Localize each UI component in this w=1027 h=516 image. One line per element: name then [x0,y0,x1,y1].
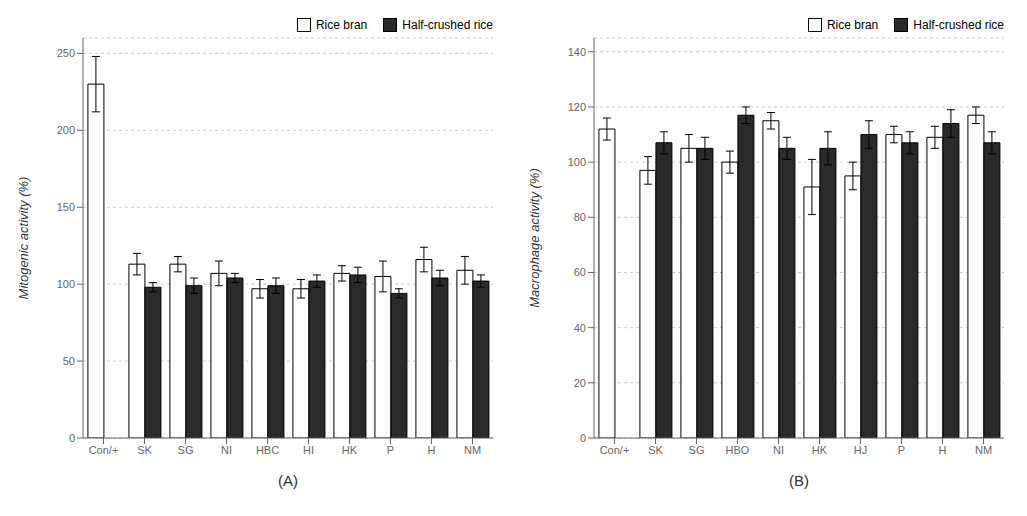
svg-text:Con/+: Con/+ [89,444,119,456]
svg-text:HI: HI [303,444,314,456]
svg-text:50: 50 [63,355,75,367]
svg-text:NI: NI [221,444,232,456]
html-text:Rice bran: Rice bran [315,18,368,32]
html-text:Rice bran: Rice bran [826,18,879,32]
svg-text:0: 0 [69,432,75,444]
svg-text:140: 140 [568,46,586,58]
svg-text:250: 250 [57,47,75,59]
svg-text:Mitogenic activity (%): Mitogenic activity (%) [16,177,31,300]
svg-text:Con/+: Con/+ [600,444,630,456]
svg-text:200: 200 [57,124,75,136]
svg-text:SK: SK [137,444,152,456]
svg-text:(A): (A) [278,472,298,489]
svg-text:SG: SG [178,444,194,456]
html-text:Half-crushed rice: Half-crushed rice [913,18,1004,32]
svg-text:H: H [428,444,436,456]
svg-text:HK: HK [342,444,358,456]
svg-text:100: 100 [568,156,586,168]
svg-text:Macrophage activity (%): Macrophage activity (%) [527,168,542,307]
svg-text:NI: NI [773,444,784,456]
svg-text:SK: SK [648,444,663,456]
svg-text:40: 40 [574,322,586,334]
svg-text:120: 120 [568,101,586,113]
svg-text:0: 0 [580,432,586,444]
svg-text:150: 150 [57,201,75,213]
svg-text:P: P [898,444,905,456]
svg-text:SG: SG [689,444,705,456]
svg-text:HJ: HJ [854,444,867,456]
svg-text:(B): (B) [789,472,809,489]
svg-text:80: 80 [574,211,586,223]
svg-text:60: 60 [574,266,586,278]
svg-text:P: P [387,444,394,456]
svg-text:HBC: HBC [256,444,279,456]
svg-text:20: 20 [574,377,586,389]
html-text:Half-crushed rice: Half-crushed rice [402,18,493,32]
svg-text:100: 100 [57,278,75,290]
svg-text:NM: NM [464,444,481,456]
svg-text:NM: NM [975,444,992,456]
svg-text:HK: HK [812,444,828,456]
svg-text:HBO: HBO [726,444,750,456]
svg-text:H: H [939,444,947,456]
